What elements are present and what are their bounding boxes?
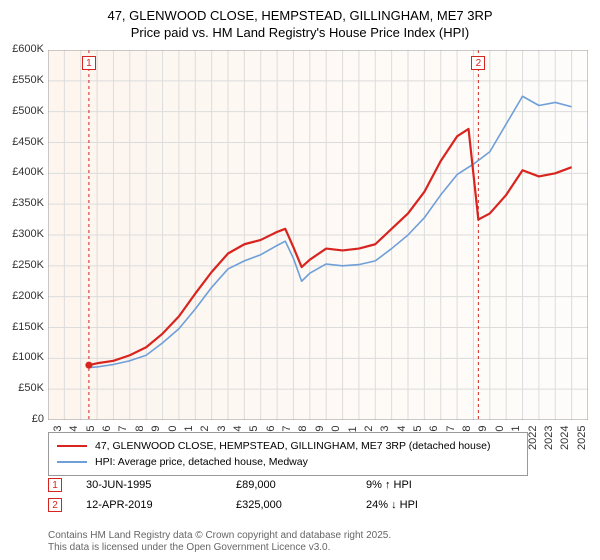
marker-date-2: 12-APR-2019 [86,499,236,511]
marker-date-1: 30-JUN-1995 [86,479,236,491]
x-tick-label: 2022 [527,426,539,450]
chart-title-line2: Price paid vs. HM Land Registry's House … [0,25,600,40]
marker-delta-2: 24% ↓ HPI [366,499,496,511]
markers-table: 1 30-JUN-1995 £89,000 9% ↑ HPI 2 12-APR-… [48,475,496,515]
marker-row-1: 1 30-JUN-1995 £89,000 9% ↑ HPI [48,475,496,495]
y-tick-label: £400K [0,166,44,178]
marker-delta-1: 9% ↑ HPI [366,479,496,491]
y-tick-label: £500K [0,105,44,117]
y-tick-label: £250K [0,259,44,271]
y-tick-label: £300K [0,228,44,240]
legend: 47, GLENWOOD CLOSE, HEMPSTEAD, GILLINGHA… [48,432,528,476]
y-tick-label: £100K [0,351,44,363]
marker-badge-2: 2 [48,498,62,512]
chart-sale-marker: 1 [82,56,96,70]
legend-item-hpi: HPI: Average price, detached house, Medw… [57,454,519,470]
x-tick-label: 2024 [559,426,571,450]
marker-badge-1: 1 [48,478,62,492]
marker-num-2: 2 [52,500,58,511]
legend-label-hpi: HPI: Average price, detached house, Medw… [95,456,308,468]
footnote: Contains HM Land Registry data © Crown c… [48,530,391,554]
marker-price-2: £325,000 [236,499,366,511]
y-tick-label: £450K [0,136,44,148]
y-tick-label: £200K [0,290,44,302]
chart-sale-marker: 2 [471,56,485,70]
legend-item-price: 47, GLENWOOD CLOSE, HEMPSTEAD, GILLINGHA… [57,438,519,454]
y-tick-label: £0 [0,413,44,425]
chart-title-line1: 47, GLENWOOD CLOSE, HEMPSTEAD, GILLINGHA… [0,0,600,25]
y-tick-label: £350K [0,197,44,209]
y-tick-label: £600K [0,43,44,55]
y-tick-label: £150K [0,321,44,333]
chart-area [48,50,588,420]
x-tick-label: 2025 [576,426,588,450]
marker-row-2: 2 12-APR-2019 £325,000 24% ↓ HPI [48,495,496,515]
footnote-line2: This data is licensed under the Open Gov… [48,542,391,554]
chart-container: 47, GLENWOOD CLOSE, HEMPSTEAD, GILLINGHA… [0,0,600,560]
footnote-line1: Contains HM Land Registry data © Crown c… [48,530,391,542]
marker-price-1: £89,000 [236,479,366,491]
legend-swatch-hpi [57,461,87,463]
y-tick-label: £50K [0,382,44,394]
legend-swatch-price [57,445,87,447]
chart-svg [48,50,588,420]
x-tick-label: 2023 [543,426,555,450]
legend-label-price: 47, GLENWOOD CLOSE, HEMPSTEAD, GILLINGHA… [95,440,490,452]
marker-num-1: 1 [52,480,58,491]
y-tick-label: £550K [0,74,44,86]
